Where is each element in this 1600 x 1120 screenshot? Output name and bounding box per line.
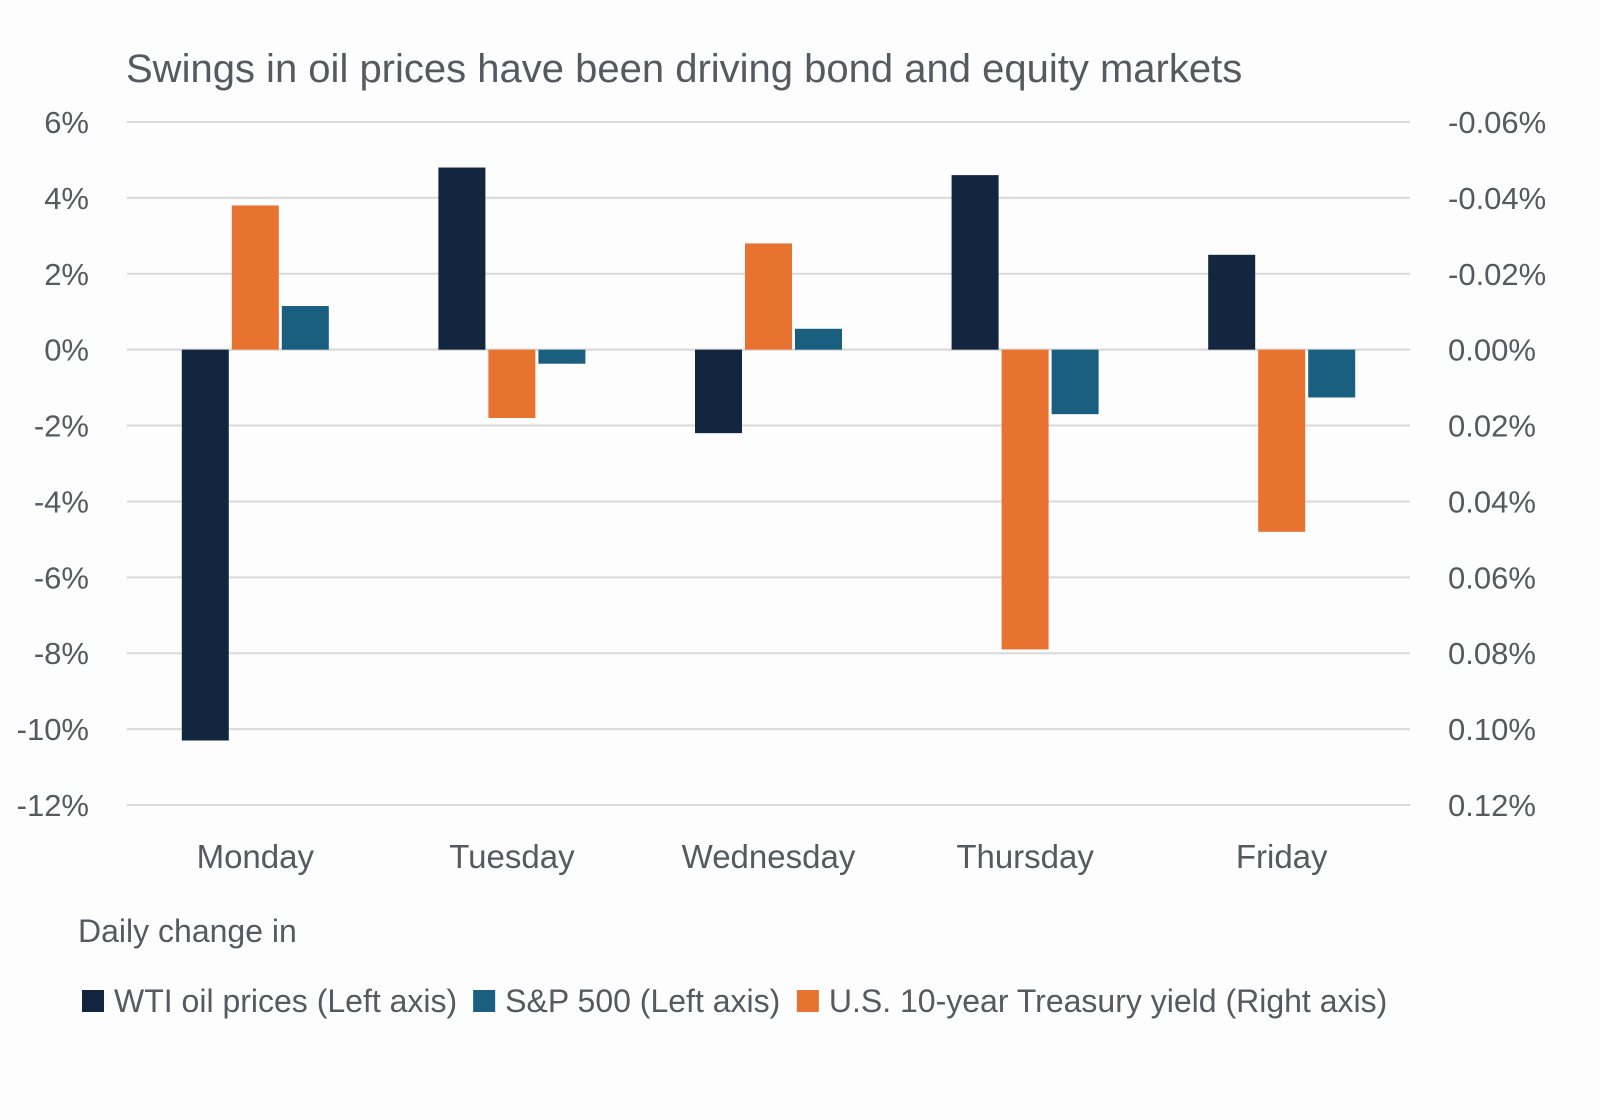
legend-swatch <box>796 990 819 1012</box>
gridlines <box>127 121 1410 806</box>
legend-swatch <box>473 990 496 1012</box>
legend-swatch <box>82 990 104 1012</box>
left-tick-label: 0% <box>44 333 89 368</box>
category-label: Tuesday <box>449 838 575 875</box>
right-tick-label: -0.04% <box>1448 181 1546 216</box>
x-axis: Monday Tuesday Wednesday Thursday Friday <box>197 838 1328 875</box>
right-tick-label: 0.04% <box>1448 484 1536 519</box>
bar-wti-wednesday <box>695 349 742 434</box>
bar-sp-monday <box>281 306 329 350</box>
left-tick-label: 6% <box>44 105 89 140</box>
left-tick-label: -8% <box>34 636 89 671</box>
right-axis: -0.06% -0.04% -0.02% 0.00% 0.02% 0.04% 0.06% 0.… <box>1448 105 1546 823</box>
right-tick-label: 0.08% <box>1448 636 1536 671</box>
right-tick-label: 0.00% <box>1448 333 1536 368</box>
right-tick-label: 0.12% <box>1448 788 1536 823</box>
category-label: Thursday <box>956 838 1094 875</box>
left-tick-label: -2% <box>34 409 89 444</box>
legend-label: S&P 500 (Left axis) <box>505 983 780 1019</box>
left-tick-label: 4% <box>44 181 89 216</box>
right-tick-label: 0.10% <box>1448 712 1536 747</box>
left-axis: 6% 4% 2% 0% -2% -4% -6% -8% -10% -12% <box>17 105 89 823</box>
bar-wti-friday <box>1208 254 1256 350</box>
right-tick-label: 0.02% <box>1448 409 1536 444</box>
left-tick-label: -4% <box>34 484 89 519</box>
bar-us-friday <box>1258 349 1306 532</box>
bar-us-monday <box>231 205 279 350</box>
bar-wti-monday <box>181 349 229 741</box>
category-label: Monday <box>197 838 315 875</box>
bar-sp-wednesday <box>795 328 842 350</box>
bar-sp-tuesday <box>538 349 586 364</box>
right-tick-label: -0.02% <box>1448 257 1546 292</box>
bar-wti-tuesday <box>438 167 486 350</box>
bar-sp-friday <box>1308 349 1356 398</box>
bar-us-tuesday <box>488 349 536 418</box>
right-tick-label: -0.06% <box>1448 105 1546 140</box>
legend-label: U.S. 10-year Treasury yield (Right axis) <box>829 983 1387 1019</box>
legend-title: Daily change in <box>78 913 297 949</box>
legend: WTI oil prices (Left axis) S&P 500 (Left … <box>82 983 1387 1019</box>
left-tick-label: 2% <box>44 257 89 292</box>
chart-title: Swings in oil prices have been driving b… <box>126 47 1242 91</box>
right-tick-label: 0.06% <box>1448 560 1536 595</box>
left-tick-label: -10% <box>17 712 89 747</box>
bars <box>181 167 1356 741</box>
category-label: Wednesday <box>682 838 856 875</box>
left-tick-label: -6% <box>34 560 89 595</box>
legend-label: WTI oil prices (Left axis) <box>114 983 457 1019</box>
bar-us-wednesday <box>745 243 792 350</box>
left-tick-label: -12% <box>17 788 89 823</box>
bar-us-thursday <box>1001 349 1049 650</box>
category-label: Friday <box>1236 838 1328 875</box>
bar-wti-thursday <box>951 175 999 350</box>
bar-sp-thursday <box>1051 349 1099 415</box>
